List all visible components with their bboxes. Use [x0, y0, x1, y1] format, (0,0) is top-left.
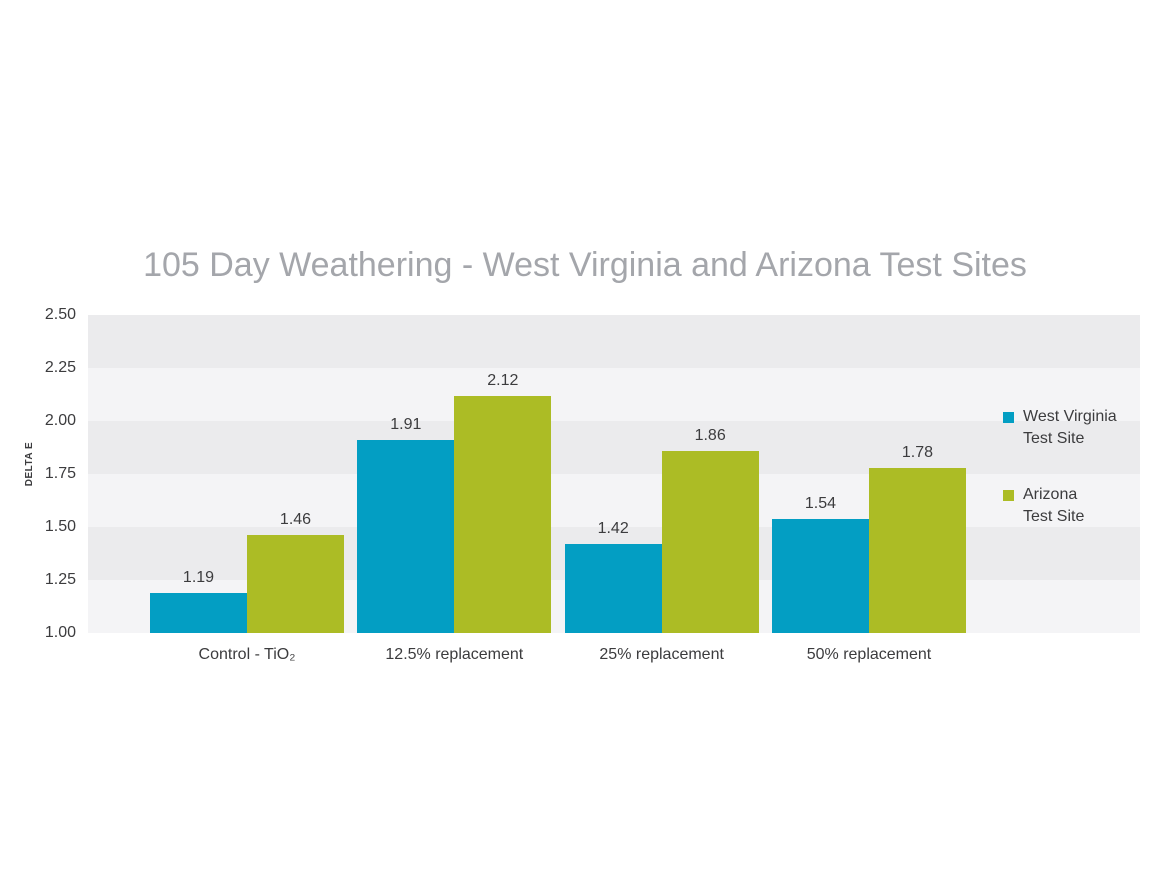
bar-arizona-group-2: [454, 395, 552, 633]
bar-value-label: 1.86: [694, 426, 726, 444]
legend-label-line2: Test Site: [1023, 430, 1085, 447]
bar-value-label: 1.42: [597, 519, 629, 537]
x-axis-label-group-2: 12.5% replacement: [385, 646, 524, 663]
bar-value-label: 1.91: [390, 416, 422, 434]
bar-west-virginia-group-3: [564, 543, 662, 633]
legend-label-arizona: Arizona Test Site: [1023, 484, 1084, 528]
bar-value-label: 1.78: [901, 443, 934, 461]
bar-west-virginia-group-4: [771, 518, 869, 633]
y-axis-tick-label: 1.75: [44, 465, 76, 482]
legend-label-line2: Test Site: [1023, 508, 1085, 525]
legend-marker-west-virginia-icon: [1003, 412, 1014, 423]
bar-arizona-group-3: [661, 450, 759, 633]
y-axis-title: DELTA E: [24, 441, 35, 487]
legend-label-line1: Arizona: [1023, 486, 1078, 503]
x-axis-label-group-3: 25% replacement: [599, 646, 724, 663]
bar-arizona-group-4: [868, 467, 966, 633]
x-axis-label-group-1: Control - TiO₂: [198, 646, 296, 663]
bar-west-virginia-group-1: [150, 592, 247, 633]
y-axis-tick-label: 2.25: [44, 359, 76, 376]
y-axis-tick-label: 1.00: [44, 624, 76, 641]
bar-value-label: 1.54: [804, 494, 837, 512]
legend-item-west-virginia: West Virginia Test Site: [1003, 406, 1168, 450]
legend-label-west-virginia: West Virginia Test Site: [1023, 406, 1117, 450]
legend: West Virginia Test Site Arizona Test Sit…: [1003, 406, 1168, 562]
bar-value-label: 1.46: [279, 511, 312, 529]
y-axis-tick-label: 2.50: [44, 306, 76, 323]
bar-west-virginia-group-2: [357, 440, 455, 633]
bar-value-label: 2.12: [487, 371, 519, 389]
x-axis-label-group-4: 50% replacement: [806, 646, 932, 663]
legend-label-line1: West Virginia: [1023, 408, 1117, 425]
y-axis-tick-label: 1.50: [44, 518, 76, 535]
legend-item-arizona: Arizona Test Site: [1003, 484, 1168, 528]
legend-marker-arizona-icon: [1003, 490, 1014, 501]
bar-arizona-group-1: [247, 535, 344, 633]
y-axis-tick-label: 2.00: [44, 412, 76, 429]
bar-value-label: 1.19: [182, 568, 215, 586]
plot-area: [88, 315, 1140, 633]
chart-title: 105 Day Weathering - West Virginia and A…: [143, 246, 1027, 284]
y-axis-tick-label: 1.25: [44, 571, 76, 588]
